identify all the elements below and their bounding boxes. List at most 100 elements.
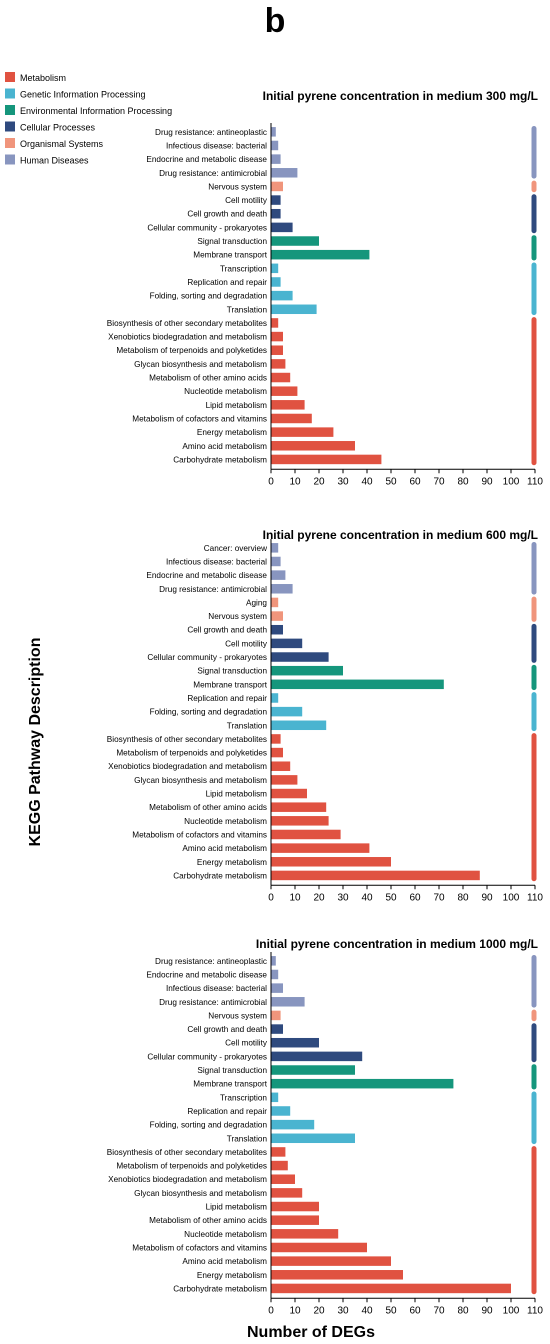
bar-folding-sorting-and-degradation — [271, 1119, 315, 1130]
bar-metabolism-of-cofactors-and-vitamins — [271, 829, 341, 840]
x-tick-label: 70 — [433, 892, 445, 903]
category-label-signal-transduction: Signal transduction — [197, 237, 267, 246]
bar-nucleotide-metabolism — [271, 816, 329, 826]
x-tick-label: 40 — [361, 892, 373, 903]
category-label-nucleotide-metabolism: Nucleotide metabolism — [184, 387, 267, 396]
bar-membrane-transport — [271, 249, 370, 260]
legend-swatch-cellular-processes — [5, 121, 15, 132]
group-indicator-human-diseases — [531, 542, 537, 595]
chart-panel-1: Initial pyrene concentration in medium 3… — [107, 89, 544, 487]
bar-replication-and-repair — [271, 277, 281, 287]
category-label-drug-resistance-antineoplastic: Drug resistance: antineoplastic — [155, 128, 267, 137]
x-tick-label: 40 — [361, 1305, 373, 1316]
category-label-energy-metabolism: Energy metabolism — [197, 1271, 267, 1280]
bar-cell-growth-and-death — [271, 624, 283, 635]
bar-cancer-overview — [271, 543, 279, 553]
bar-amino-acid-metabolism — [271, 843, 370, 853]
bar-metabolism-of-terpenoids-and-polyketides — [271, 747, 283, 758]
category-label-translation: Translation — [227, 721, 268, 730]
bar-metabolism-of-terpenoids-and-polyketides — [271, 1160, 288, 1171]
chart-panels: Initial pyrene concentration in medium 3… — [107, 89, 544, 1316]
group-indicator-genetic-information-processing — [531, 1091, 537, 1145]
group-indicator-organismal-systems — [531, 1009, 537, 1022]
chart-title: Initial pyrene concentration in medium 3… — [263, 89, 538, 103]
group-indicator-environmental-information-processing — [531, 664, 537, 691]
category-label-replication-and-repair: Replication and repair — [187, 278, 267, 287]
bar-signal-transduction — [271, 665, 343, 676]
group-indicator-human-diseases — [531, 955, 537, 1008]
bar-signal-transduction — [271, 1065, 355, 1075]
bar-endocrine-and-metabolic-disease — [271, 570, 286, 580]
bar-cell-growth-and-death — [271, 208, 281, 219]
x-tick-label: 30 — [337, 1305, 349, 1316]
bar-signal-transduction — [271, 236, 319, 246]
x-tick-label: 60 — [409, 476, 421, 487]
category-label-biosynthesis-of-other-secondary-metabolites: Biosynthesis of other secondary metaboli… — [107, 735, 267, 744]
category-label-xenobiotics-biodegradation-and-metabolism: Xenobiotics biodegradation and metabolis… — [108, 1175, 267, 1184]
bar-nucleotide-metabolism — [271, 1229, 339, 1239]
bar-drug-resistance-antineoplastic — [271, 956, 276, 966]
x-tick-label: 60 — [409, 1305, 421, 1316]
bar-lipid-metabolism — [271, 1201, 319, 1212]
legend-swatch-metabolism — [5, 72, 15, 82]
group-indicator-genetic-information-processing — [531, 262, 537, 316]
chart-title: Initial pyrene concentration in medium 6… — [263, 528, 538, 542]
category-label-xenobiotics-biodegradation-and-metabolism: Xenobiotics biodegradation and metabolis… — [108, 762, 267, 771]
group-indicator-organismal-systems — [531, 180, 537, 193]
category-label-metabolism-of-cofactors-and-vitamins: Metabolism of cofactors and vitamins — [132, 1243, 267, 1252]
category-label-nervous-system: Nervous system — [208, 612, 267, 621]
x-tick-label: 70 — [433, 476, 445, 487]
bar-lipid-metabolism — [271, 400, 305, 410]
panel-label: b — [265, 2, 286, 40]
x-tick-label: 40 — [361, 476, 373, 487]
bar-biosynthesis-of-other-secondary-metabolites — [271, 318, 279, 328]
bar-replication-and-repair — [271, 693, 279, 703]
bar-cell-growth-and-death — [271, 1024, 283, 1034]
bar-folding-sorting-and-degradation — [271, 290, 293, 301]
category-label-drug-resistance-antimicrobial: Drug resistance: antimicrobial — [159, 585, 267, 594]
x-tick-label: 30 — [337, 476, 349, 487]
bar-translation — [271, 720, 327, 731]
category-label-xenobiotics-biodegradation-and-metabolism: Xenobiotics biodegradation and metabolis… — [108, 333, 267, 342]
bar-cellular-community-prokaryotes — [271, 652, 329, 662]
x-tick-label: 80 — [457, 476, 469, 487]
category-label-drug-resistance-antimicrobial: Drug resistance: antimicrobial — [159, 998, 267, 1007]
x-tick-label: 60 — [409, 892, 421, 903]
category-label-translation: Translation — [227, 305, 268, 314]
bar-transcription — [271, 1092, 279, 1103]
category-label-transcription: Transcription — [220, 1093, 267, 1102]
category-label-signal-transduction: Signal transduction — [197, 1066, 267, 1075]
legend-swatch-genetic-information-processing — [5, 88, 15, 99]
x-tick-label: 50 — [385, 892, 397, 903]
x-tick-label: 100 — [503, 1305, 520, 1316]
x-tick-label: 70 — [433, 1305, 445, 1316]
x-tick-label: 0 — [268, 476, 274, 487]
bar-translation — [271, 1133, 355, 1144]
category-label-metabolism-of-cofactors-and-vitamins: Metabolism of cofactors and vitamins — [132, 830, 267, 839]
category-label-cell-growth-and-death: Cell growth and death — [187, 1025, 267, 1034]
x-tick-label: 100 — [503, 476, 520, 487]
legend-label-organismal-systems: Organismal Systems — [20, 139, 104, 149]
x-tick-label: 10 — [289, 1305, 301, 1316]
x-tick-label: 110 — [527, 892, 543, 903]
category-label-replication-and-repair: Replication and repair — [187, 694, 267, 703]
category-label-nervous-system: Nervous system — [208, 1011, 267, 1020]
x-tick-label: 90 — [481, 892, 493, 903]
group-indicator-genetic-information-processing — [531, 692, 537, 732]
category-label-metabolism-of-terpenoids-and-polyketides: Metabolism of terpenoids and polyketides — [116, 346, 267, 355]
x-tick-label: 110 — [527, 476, 543, 487]
category-label-folding-sorting-and-degradation: Folding, sorting and degradation — [150, 292, 268, 301]
bar-energy-metabolism — [271, 1270, 403, 1280]
bar-glycan-biosynthesis-and-metabolism — [271, 359, 286, 369]
bar-membrane-transport — [271, 679, 444, 690]
y-axis-title: KEGG Pathway Description — [27, 638, 44, 847]
category-label-energy-metabolism: Energy metabolism — [197, 428, 267, 437]
bar-biosynthesis-of-other-secondary-metabolites — [271, 734, 281, 744]
bar-energy-metabolism — [271, 427, 334, 437]
x-tick-label: 0 — [268, 1305, 274, 1316]
group-indicator-metabolism — [531, 733, 537, 882]
bar-amino-acid-metabolism — [271, 1256, 391, 1266]
bar-xenobiotics-biodegradation-and-metabolism — [271, 1174, 295, 1184]
category-label-cellular-community-prokaryotes: Cellular community - prokaryotes — [147, 1052, 267, 1061]
